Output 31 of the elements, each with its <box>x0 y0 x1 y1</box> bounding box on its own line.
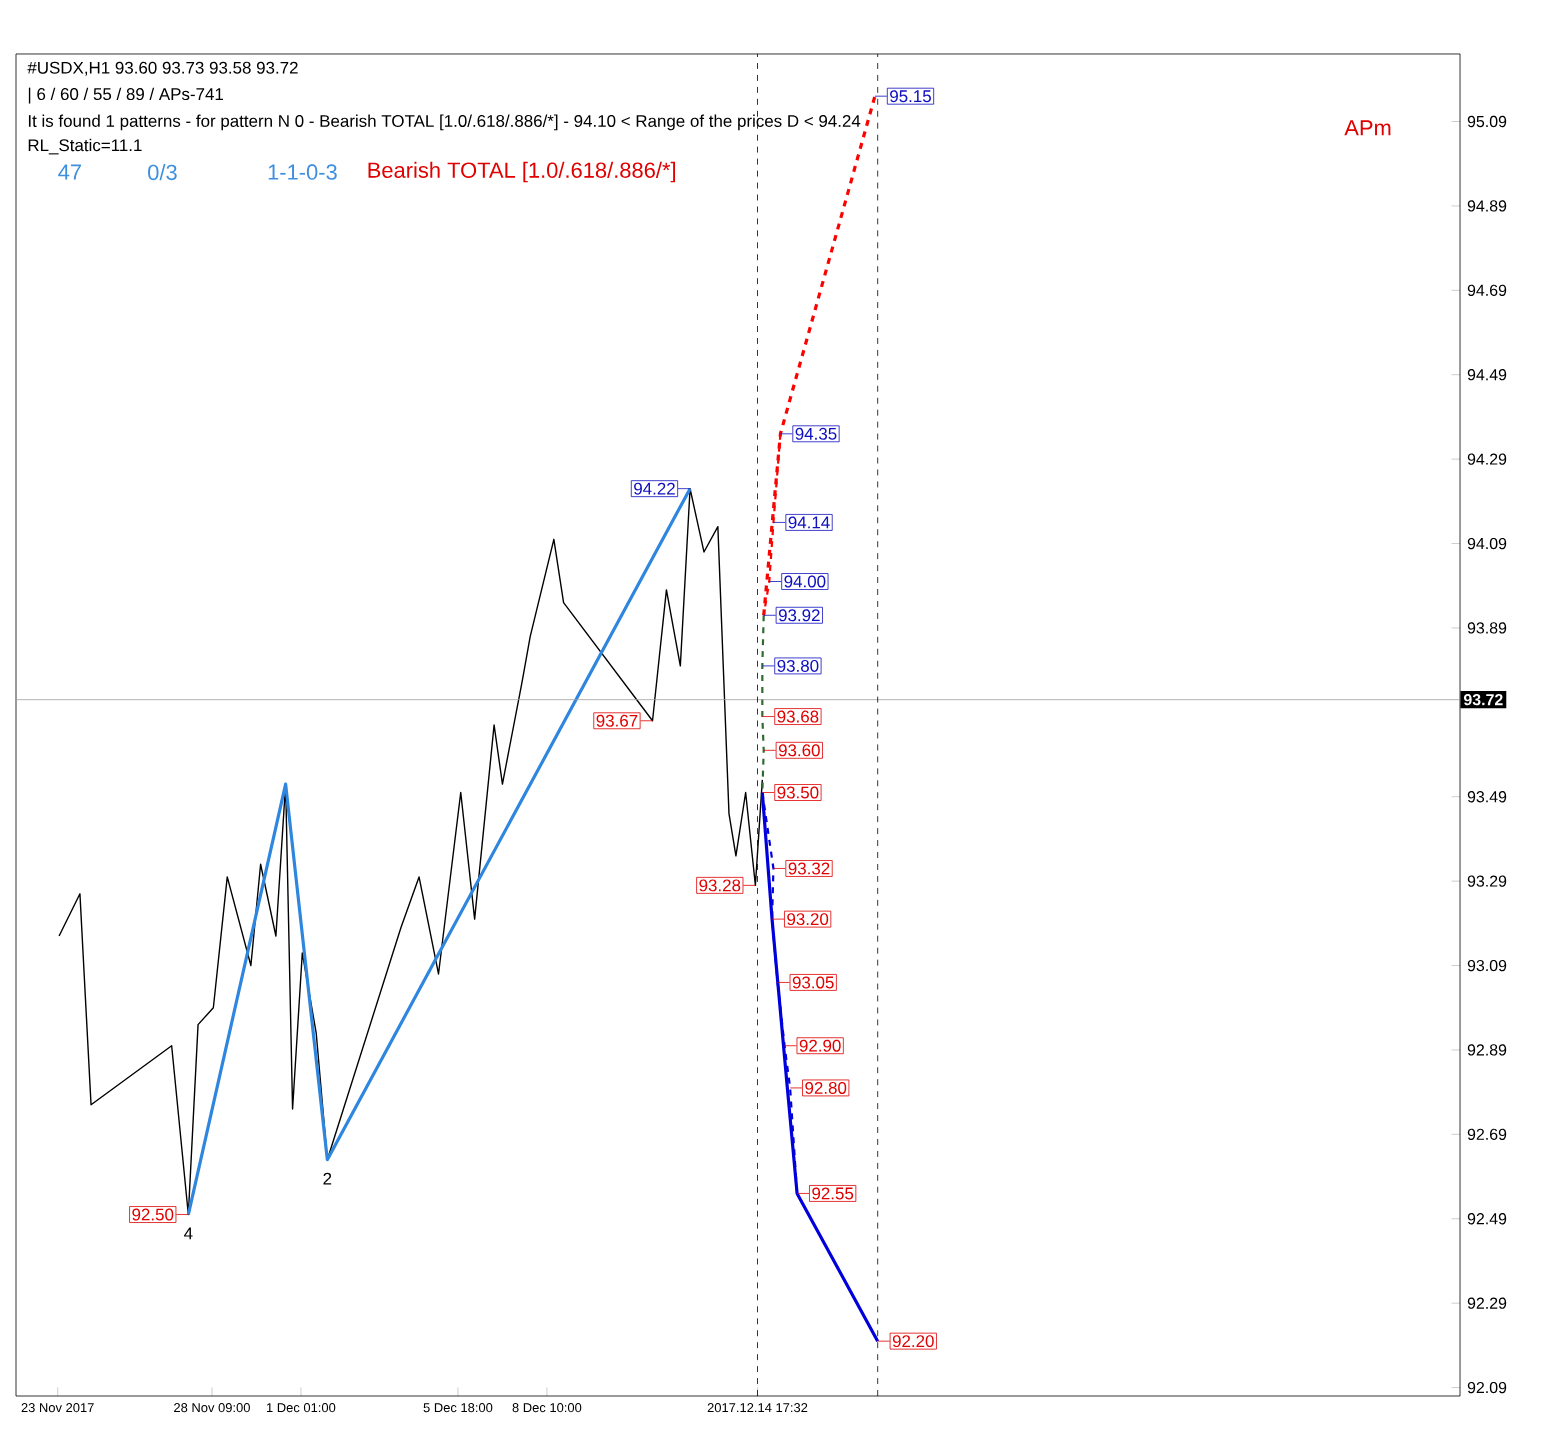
annotation: RL_Static=11.1 <box>28 138 142 155</box>
annotation: 92.50 <box>132 1208 174 1221</box>
annotation: 94.35 <box>795 427 837 440</box>
annotation: 94.14 <box>788 516 830 529</box>
annotation: APm <box>1344 120 1391 136</box>
annotation: 93.20 <box>787 913 829 926</box>
annotation: 0/3 <box>148 164 177 181</box>
annotation: 92.20 <box>892 1335 934 1348</box>
annotation: 4 <box>184 1227 193 1240</box>
annotation: 92.80 <box>805 1081 847 1094</box>
annotation: 47 <box>58 164 81 180</box>
annotation: 92.55 <box>812 1187 854 1200</box>
annotation: 94.22 <box>634 482 675 495</box>
annotation: 93.92 <box>778 609 820 622</box>
annotation: Bearish TOTAL [1.0/.618/.886/*] <box>368 161 676 183</box>
annotation: 93.32 <box>788 862 830 875</box>
annotation: 93.67 <box>596 714 638 727</box>
annotation: 94.00 <box>784 575 826 588</box>
annotation: 93.60 <box>778 744 820 757</box>
annotation: 1-1-0-3 <box>268 164 337 180</box>
annotation: It is found 1 patterns - for pattern N 0 - Bearish TOTAL [1.0/.618/.886/*] - 94.10 < Range of the prices D < 94.24 <box>28 114 861 131</box>
annotation: 93.28 <box>699 879 741 892</box>
annotation: 93.50 <box>777 786 819 799</box>
annotation: 92.90 <box>799 1039 841 1052</box>
annotation: 93.05 <box>792 976 834 989</box>
annotation: 95.15 <box>890 90 931 103</box>
annotation: 93.68 <box>777 710 819 723</box>
annotation: 93.80 <box>777 659 819 672</box>
chart-title: #USDX,H1 93.60 93.73 93.58 93.72 <box>27 61 298 76</box>
annotation: 2 <box>323 1172 332 1185</box>
text: | 6 / 60 / 55 / 89 / APs-741 <box>28 87 223 104</box>
